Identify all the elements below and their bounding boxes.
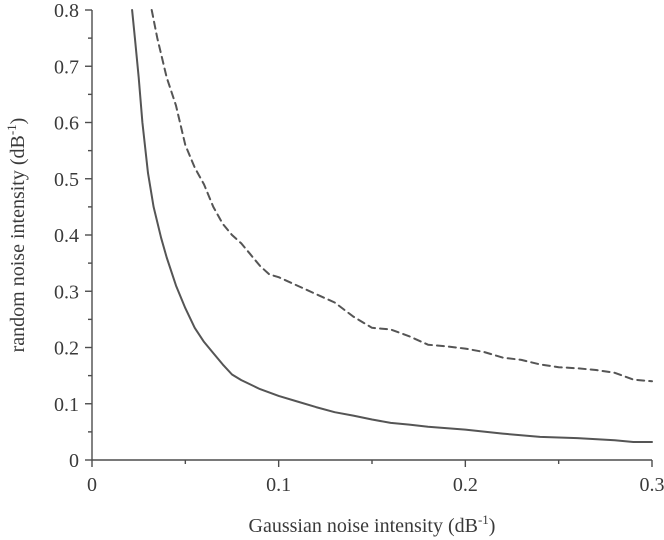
x-tick-label: 0.3 <box>640 474 664 496</box>
y-axis-ticks: 0 0.1 0.2 0.3 0.4 0.5 0.6 0.7 0.8 <box>54 0 92 472</box>
y-axis-title-superscript: -1 <box>4 124 19 135</box>
y-tick-label: 0.7 <box>54 56 79 78</box>
series-line-dashed <box>150 9 653 383</box>
y-tick-label: 0.2 <box>54 338 79 360</box>
y-tick-label: 0.8 <box>54 0 79 22</box>
series-line-solid <box>131 9 653 443</box>
y-tick-label: 0.6 <box>54 113 79 135</box>
y-tick-label: 0.1 <box>54 394 79 416</box>
y-axis-title: random noise intensity (dB-1) <box>4 118 29 353</box>
plot-area: 0 0.1 0.2 0.3 0.4 0.5 0.6 0.7 0.8 0 0.1 0.2 0.3 <box>54 0 664 496</box>
y-tick-label: 0.3 <box>54 281 79 303</box>
x-axis-title-close: ) <box>489 515 496 537</box>
y-tick-label: 0 <box>69 450 79 472</box>
x-tick-label: 0 <box>87 474 97 496</box>
y-axis-title-main: random noise intensity (dB <box>7 135 29 352</box>
y-tick-label: 0.5 <box>54 169 79 191</box>
x-axis-title-main: Gaussian noise intensity (dB <box>249 515 478 537</box>
y-tick-label: 0.4 <box>54 225 79 247</box>
x-axis-title-superscript: -1 <box>478 512 489 527</box>
series-layer <box>131 9 653 443</box>
x-tick-label: 0.2 <box>453 474 478 496</box>
x-axis-title: Gaussian noise intensity (dB-1) <box>249 512 496 537</box>
x-tick-label: 0.1 <box>266 474 291 496</box>
y-axis-title-close: ) <box>7 118 29 125</box>
x-axis-ticks: 0 0.1 0.2 0.3 <box>87 460 664 496</box>
